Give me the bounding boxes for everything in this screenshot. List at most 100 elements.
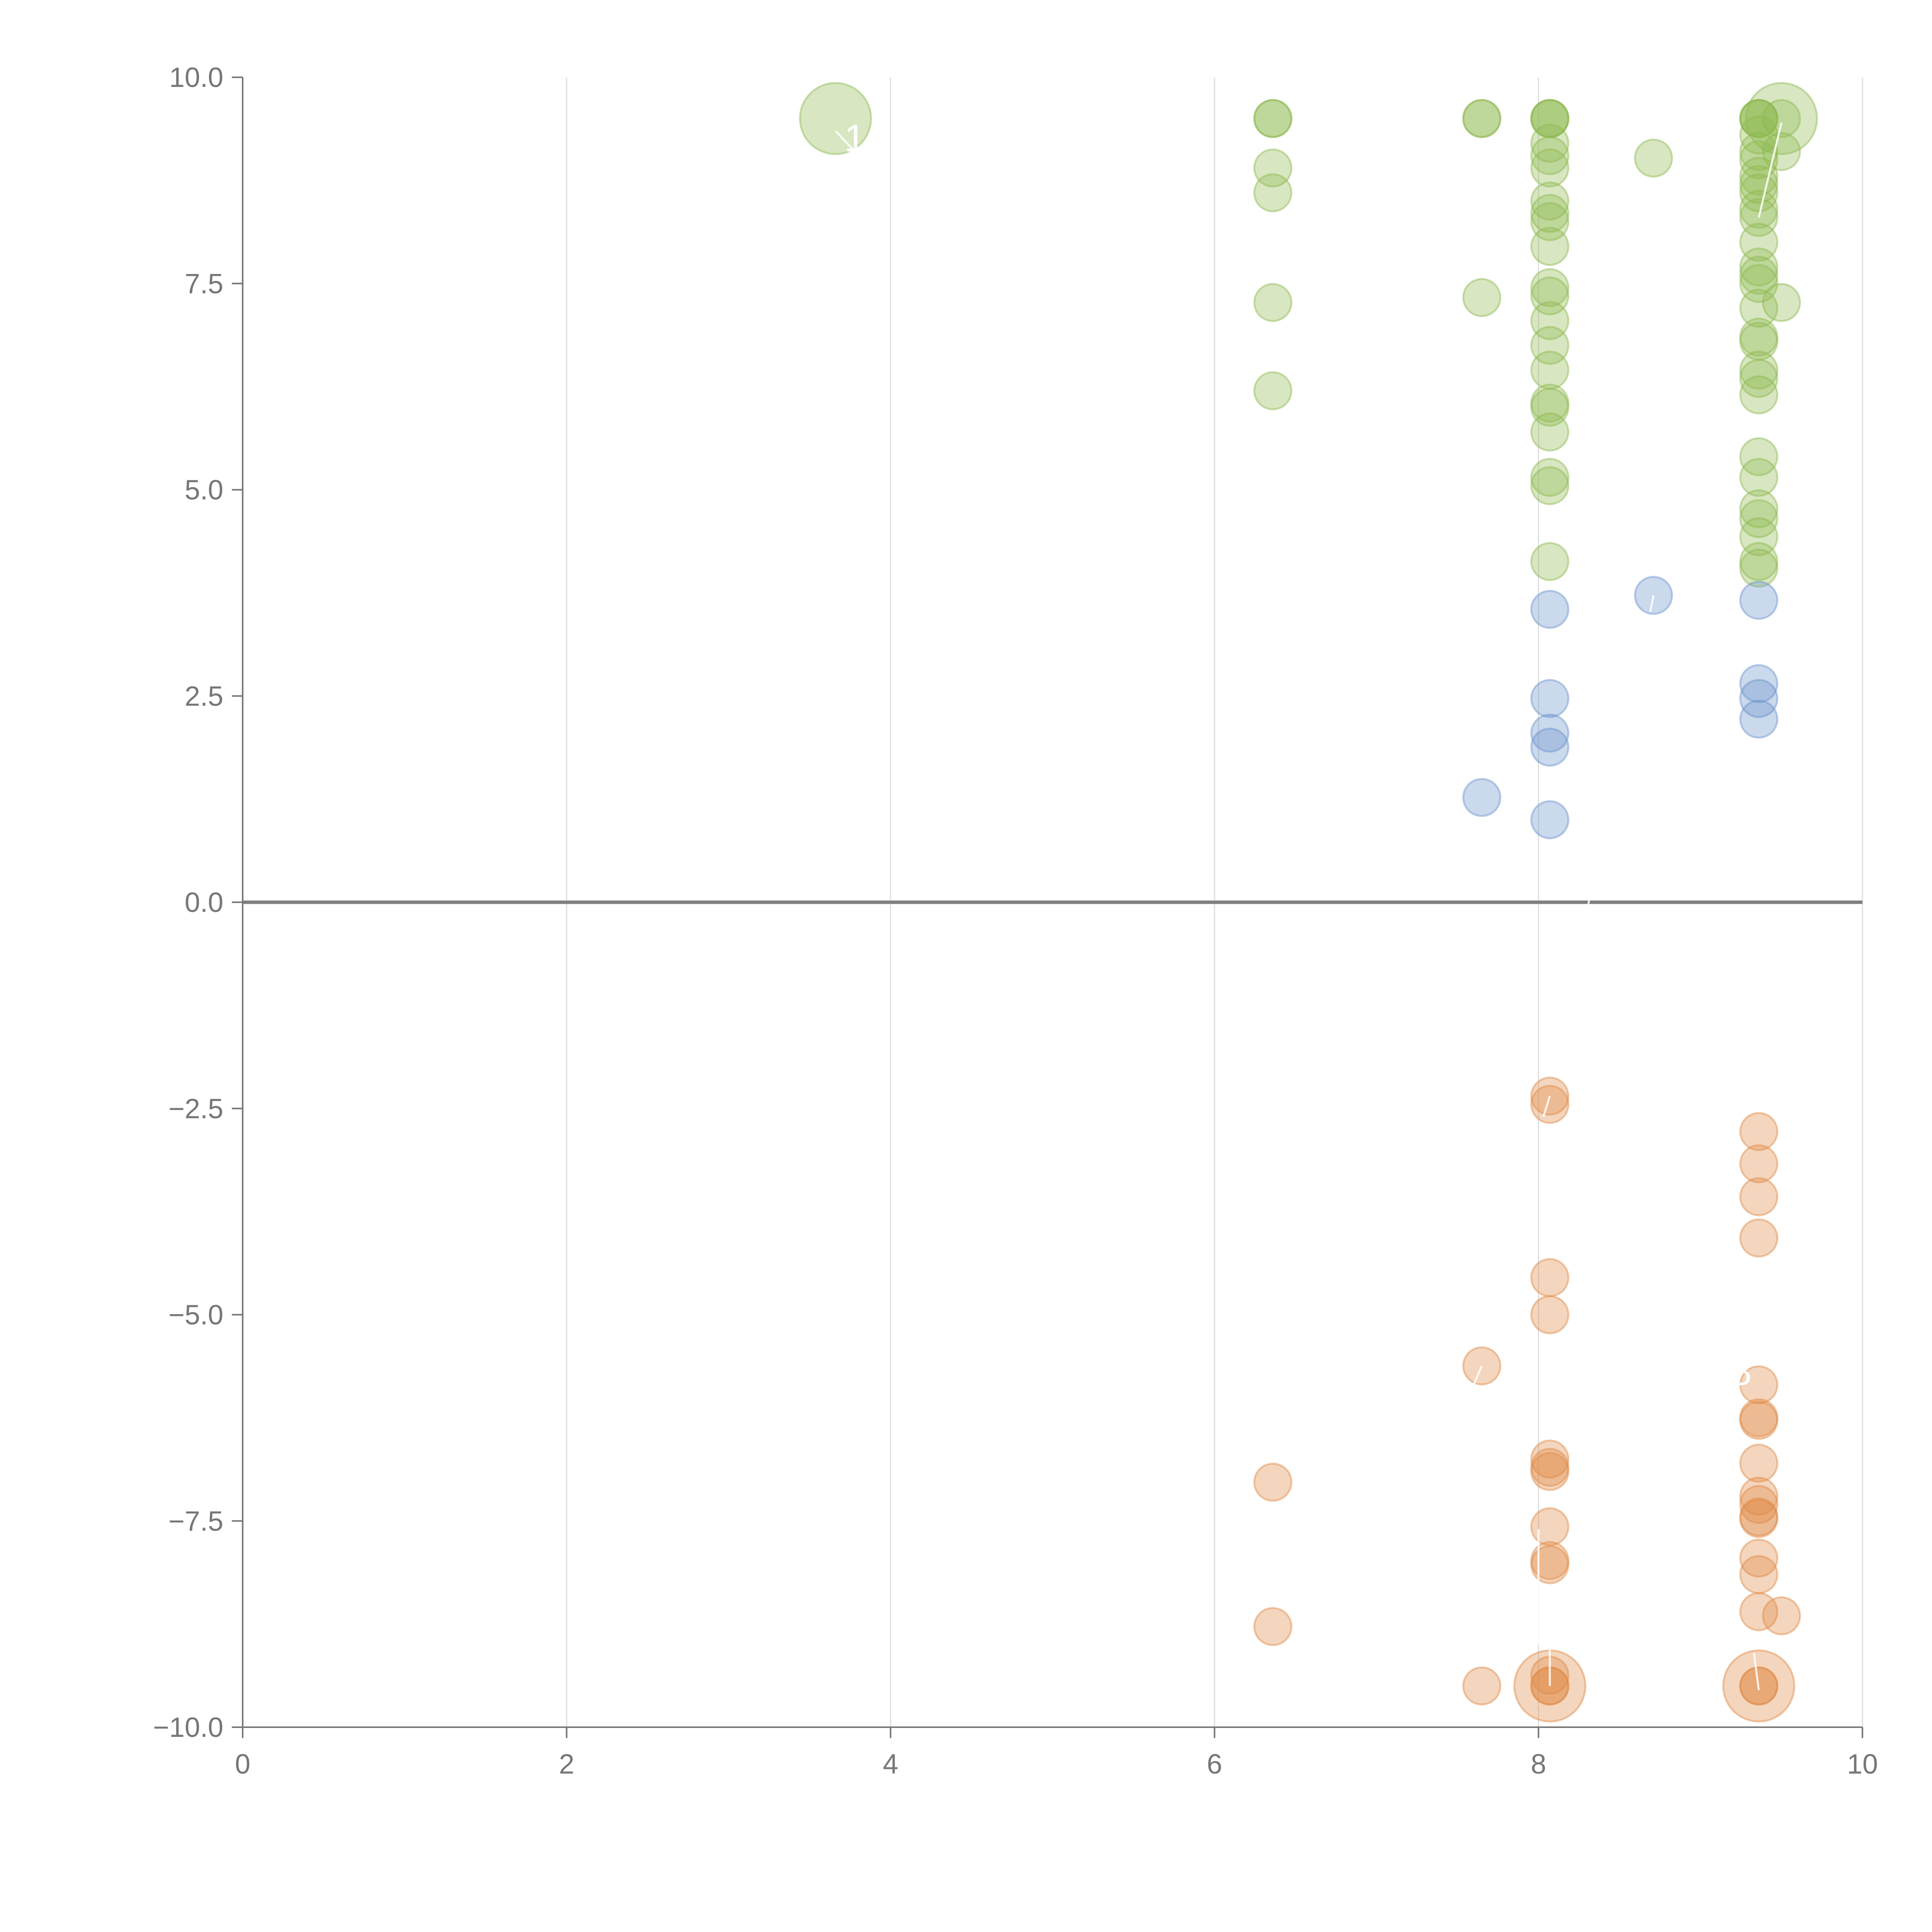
point-orange-2 [1253, 1463, 1293, 1502]
annotation-line-4 [1473, 1365, 1483, 1385]
point-orange-15 [1530, 1545, 1570, 1584]
point-blue-9 [1739, 679, 1779, 718]
point-blue-0 [1462, 778, 1502, 817]
point-green-11 [1530, 99, 1570, 138]
point-green-37 [1739, 132, 1779, 171]
point-orange-19 [1739, 1112, 1779, 1151]
point-green-9 [1462, 99, 1502, 138]
point-green-39 [1739, 156, 1779, 196]
point-green-53 [1739, 375, 1779, 415]
point-green-36 [1739, 115, 1779, 155]
point-green-15 [1530, 136, 1570, 175]
point-green-56 [1739, 489, 1779, 529]
annotation-line-3 [1542, 1095, 1551, 1117]
x-tick-label-4: 8 [1531, 1749, 1546, 1780]
x-tick-label-2: 4 [883, 1749, 898, 1780]
point-green-8 [1462, 99, 1502, 138]
point-green-21 [1530, 268, 1570, 307]
annotation-label-1: 8 [1730, 1350, 1752, 1393]
point-blue-1 [1530, 590, 1570, 629]
point-green-3 [1253, 99, 1293, 138]
point-green-33 [1739, 99, 1779, 138]
point-green-58 [1739, 517, 1779, 556]
point-orange-13 [1530, 1507, 1570, 1546]
point-green-4 [1253, 148, 1293, 188]
point-orange-10 [1530, 1439, 1570, 1479]
point-green-22 [1530, 276, 1570, 316]
point-orange-11 [1530, 1447, 1570, 1487]
point-orange-8 [1530, 1258, 1570, 1297]
point-green-35 [1739, 99, 1779, 138]
point-green-12 [1530, 99, 1570, 138]
point-orange-28 [1739, 1485, 1779, 1524]
point-green-38 [1739, 140, 1779, 179]
point-orange-22 [1739, 1218, 1779, 1258]
point-blue-10 [1739, 699, 1779, 739]
point-green-30 [1530, 466, 1570, 505]
point-green-47 [1739, 264, 1779, 303]
point-green-61 [1762, 99, 1801, 138]
axes: 10.0 7.5 5.0 2.5 0.0 −2.5 −5.0 −7.5 −10.0 0 2 4 6 8 10 [153, 62, 1878, 1780]
point-green-32 [1634, 138, 1673, 178]
point-orange-9 [1530, 1295, 1570, 1334]
y-tick-label-1: 7.5 [185, 269, 223, 299]
point-orange-24 [1739, 1398, 1779, 1437]
y-tick-label-7: −7.5 [168, 1506, 223, 1537]
point-green-19 [1530, 202, 1570, 242]
point-blue-7 [1739, 581, 1779, 620]
point-green-45 [1739, 247, 1779, 287]
point-green-0 [799, 82, 872, 155]
y-tick-label-0: 10.0 [169, 62, 223, 93]
y-tick-label-8: −10.0 [153, 1712, 223, 1743]
x-tick-label-3: 6 [1207, 1749, 1222, 1780]
point-orange-36 [1762, 1596, 1801, 1636]
x-tick-label-5: 10 [1847, 1749, 1878, 1780]
point-orange-14 [1530, 1541, 1570, 1580]
point-orange-23 [1739, 1365, 1779, 1405]
series-blue [1462, 576, 1779, 839]
annotation-line-1 [1649, 595, 1655, 612]
point-green-41 [1739, 173, 1779, 213]
point-green-62 [1762, 132, 1801, 171]
point-green-63 [1762, 283, 1801, 322]
point-green-28 [1530, 412, 1570, 452]
y-tick-label-6: −5.0 [168, 1300, 223, 1331]
point-green-31 [1530, 542, 1570, 581]
point-green-1 [1745, 82, 1818, 155]
point-green-29 [1530, 457, 1570, 497]
point-green-16 [1530, 148, 1570, 188]
point-orange-29 [1739, 1497, 1779, 1537]
y-tick-label-5: −2.5 [168, 1094, 223, 1124]
x-tick-label-0: 0 [235, 1749, 250, 1780]
point-orange-30 [1739, 1499, 1779, 1538]
point-green-13 [1530, 99, 1570, 138]
point-orange-33 [1739, 1592, 1779, 1631]
point-green-25 [1530, 350, 1570, 390]
point-orange-12 [1530, 1452, 1570, 1491]
point-blue-3 [1530, 713, 1570, 753]
point-orange-31 [1739, 1538, 1779, 1578]
point-orange-5 [1462, 1666, 1502, 1706]
point-green-7 [1253, 371, 1293, 410]
point-green-20 [1530, 227, 1570, 266]
point-green-5 [1253, 173, 1293, 213]
y-tick-label-2: 5.0 [185, 475, 223, 506]
point-green-52 [1739, 359, 1779, 398]
point-green-44 [1739, 223, 1779, 262]
annotation-line-2 [1586, 885, 1593, 911]
point-green-26 [1530, 383, 1570, 423]
point-green-55 [1739, 457, 1779, 497]
point-orange-7 [1530, 1085, 1570, 1124]
y-tick-label-4: 0.0 [185, 887, 223, 918]
point-green-48 [1739, 289, 1779, 328]
point-green-18 [1530, 194, 1570, 233]
point-green-60 [1739, 548, 1779, 588]
point-green-24 [1530, 326, 1570, 365]
point-orange-25 [1739, 1401, 1779, 1440]
point-blue-5 [1530, 800, 1570, 839]
point-green-2 [1253, 99, 1293, 138]
point-green-59 [1739, 542, 1779, 581]
point-green-51 [1739, 350, 1779, 390]
point-orange-27 [1739, 1476, 1779, 1516]
point-green-14 [1530, 124, 1570, 163]
